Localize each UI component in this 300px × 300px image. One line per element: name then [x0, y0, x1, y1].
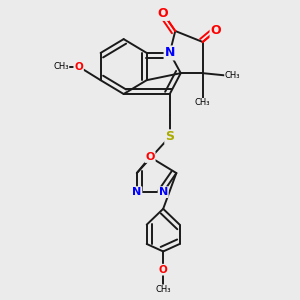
Text: O: O: [159, 265, 167, 275]
Text: S: S: [165, 130, 174, 143]
Text: CH₃: CH₃: [155, 285, 171, 294]
Text: N: N: [165, 46, 175, 59]
Text: CH₃: CH₃: [225, 71, 240, 80]
Text: O: O: [74, 61, 83, 72]
Text: O: O: [158, 7, 169, 20]
Text: N: N: [158, 187, 168, 197]
Text: CH₃: CH₃: [53, 62, 69, 71]
Text: N: N: [132, 187, 142, 197]
Text: O: O: [211, 25, 221, 38]
Text: O: O: [145, 152, 155, 162]
Text: CH₃: CH₃: [195, 98, 210, 107]
